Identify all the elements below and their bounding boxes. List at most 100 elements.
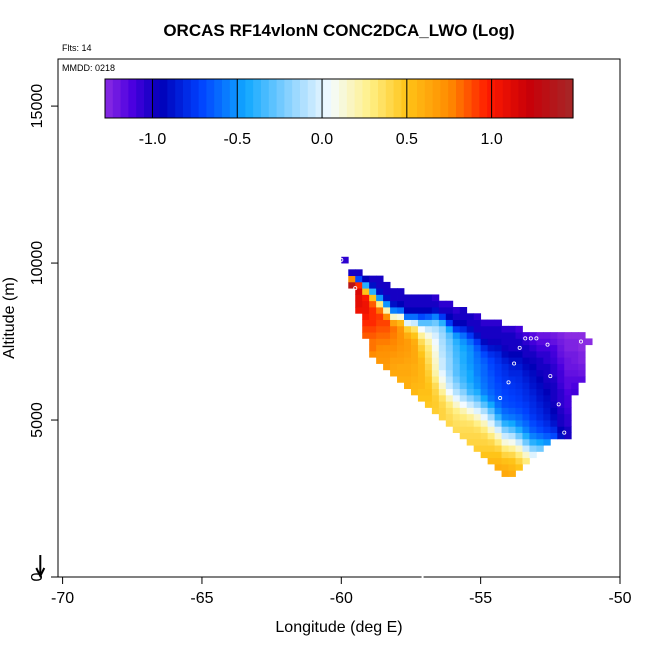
heatmap-cell	[508, 376, 516, 383]
heatmap-cell	[355, 307, 363, 314]
heatmap-cell	[459, 388, 468, 396]
heatmap-cell	[564, 413, 572, 421]
y-tick-label: 15000	[29, 84, 46, 129]
y-tick-label: 0	[29, 572, 46, 581]
colorbar-swatch	[206, 79, 215, 118]
heatmap-cell	[515, 438, 523, 446]
heatmap-cell	[522, 426, 530, 433]
heatmap-cell	[397, 313, 405, 320]
heatmap-cell	[369, 313, 377, 320]
heatmap-cell	[508, 432, 516, 440]
heatmap-cell	[445, 344, 454, 352]
heatmap-cell	[480, 325, 489, 333]
colorbar-swatch	[136, 79, 145, 118]
heatmap-cell	[473, 438, 482, 446]
heatmap-cell	[522, 432, 530, 440]
heatmap-cell	[431, 307, 440, 314]
heatmap-cell	[438, 363, 447, 371]
heatmap-cell	[564, 357, 572, 364]
heatmap-cell	[438, 413, 447, 421]
heatmap-cell	[390, 344, 398, 352]
heatmap-cell	[452, 319, 461, 327]
heatmap-cell	[480, 451, 489, 459]
heatmap-cell	[452, 338, 461, 346]
heatmap-cell	[410, 344, 419, 352]
heatmap-cell	[578, 344, 586, 352]
heatmap-cell	[383, 332, 391, 339]
heatmap-cell	[452, 376, 461, 383]
heatmap-cell	[362, 281, 370, 289]
sample-marker	[523, 336, 528, 341]
heatmap-cell	[459, 394, 468, 402]
heatmap-cell	[404, 344, 412, 352]
heatmap-cell	[417, 394, 426, 402]
heatmap-cell	[578, 363, 586, 371]
heatmap-cell	[459, 401, 468, 408]
heatmap-cell	[487, 457, 495, 465]
heatmap-cell	[438, 401, 447, 408]
heatmap-cell	[501, 388, 509, 396]
heatmap-cell	[501, 401, 509, 408]
sample-marker	[498, 396, 503, 401]
heatmap-cell	[557, 363, 565, 371]
heatmap-cell	[431, 376, 440, 383]
heatmap-cell	[494, 344, 502, 352]
heatmap-cell	[438, 307, 447, 314]
heatmap-cell	[557, 432, 565, 440]
heatmap-cell	[438, 382, 447, 390]
heatmap-cell	[501, 382, 509, 390]
frame-gap	[421, 576, 424, 578]
heatmap-cell	[473, 382, 482, 390]
heatmap-cell	[466, 369, 475, 377]
heatmap-cell	[522, 420, 530, 427]
colorbar-frame	[104, 78, 574, 119]
heatmap-cell	[571, 332, 579, 339]
heatmap-cell	[466, 338, 475, 346]
heatmap-cell	[480, 401, 489, 408]
heatmap-cell	[522, 401, 530, 408]
colorbar-swatch	[463, 79, 473, 118]
heatmap-cell	[376, 319, 384, 327]
heatmap-cell	[480, 319, 489, 327]
heatmap-cell	[536, 382, 544, 390]
heatmap-cell	[480, 350, 489, 358]
sample-marker	[528, 336, 533, 341]
heatmap-cell	[417, 332, 426, 339]
heatmap-cell	[529, 394, 537, 402]
sample-marker	[556, 402, 561, 407]
heatmap-cell	[438, 325, 447, 333]
heatmap-cell	[445, 300, 454, 308]
heatmap-cell	[473, 413, 482, 421]
heatmap-cell	[459, 338, 468, 346]
heatmap-cell	[431, 338, 440, 346]
heatmap-cell	[501, 338, 509, 346]
heatmap-cell	[466, 401, 475, 408]
heatmap-cell	[348, 269, 356, 277]
heatmap-cell	[473, 420, 482, 427]
heatmap-cell	[487, 344, 495, 352]
heatmap-cell	[550, 363, 558, 371]
heatmap-cell	[410, 294, 419, 302]
heatmap-cell	[417, 294, 426, 302]
heatmap-cell	[383, 307, 391, 314]
heatmap-cell	[515, 344, 523, 352]
heatmap-cell	[480, 344, 489, 352]
heatmap-cell	[466, 313, 475, 320]
heatmap-cell	[557, 376, 565, 383]
y-axis-label: Altitude (m)	[1, 277, 18, 359]
heatmap-cell	[445, 319, 454, 327]
sample-marker	[339, 257, 344, 262]
heatmap-cell	[397, 307, 405, 314]
heatmap-cell	[431, 313, 440, 320]
heatmap-cell	[487, 350, 495, 358]
heatmap-cell	[473, 445, 482, 452]
heatmap-cell	[383, 344, 391, 352]
heatmap-cell	[390, 319, 398, 327]
heatmap-cell	[522, 350, 530, 358]
heatmap-cell	[383, 319, 391, 327]
heatmap-cell	[369, 325, 377, 333]
heatmap-cell	[424, 363, 433, 371]
heatmap-cell	[501, 432, 509, 440]
heatmap-cell	[522, 413, 530, 421]
heatmap-cell	[369, 350, 377, 358]
